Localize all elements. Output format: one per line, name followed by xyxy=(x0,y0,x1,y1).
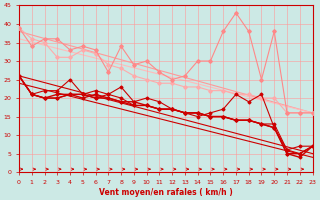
X-axis label: Vent moyen/en rafales ( km/h ): Vent moyen/en rafales ( km/h ) xyxy=(99,188,233,197)
